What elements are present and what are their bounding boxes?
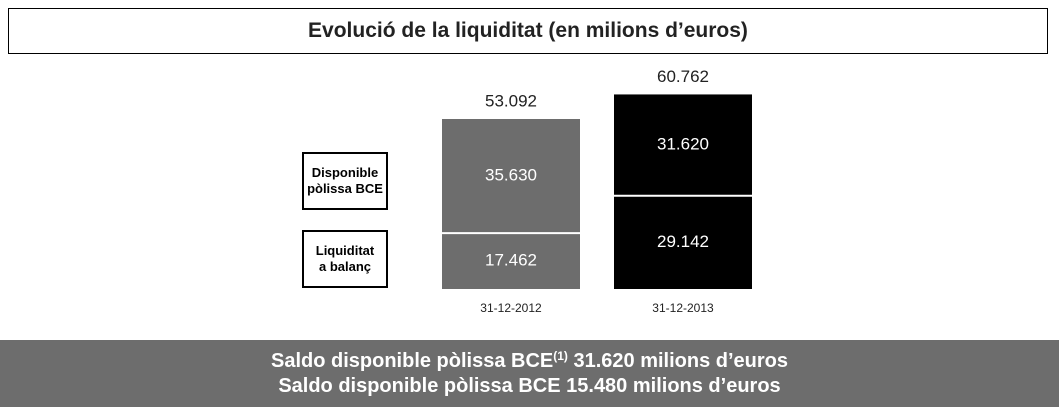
value-label: 29.142 (657, 232, 709, 251)
legend-label: Liquiditat a balanç (315, 243, 375, 274)
value-label: 31.620 (657, 135, 709, 154)
bar-segment (614, 195, 752, 289)
footer-text: Saldo disponible pòlissa BCE 15.480 mili… (278, 374, 781, 397)
footer-text: 31.620 milions d’euros (567, 349, 789, 372)
total-label: 53.092 (485, 91, 537, 110)
legend-box: Disponible pòlissa BCE (302, 152, 388, 210)
total-label: 60.762 (657, 67, 709, 86)
footer-line: Saldo disponible pòlissa BCE 15.480 mili… (0, 374, 1059, 399)
bar-segment (442, 233, 580, 289)
chart-title: Evolució de la liquiditat (en milions d’… (8, 8, 1048, 54)
footer-text: Saldo disponible pòlissa BCE (270, 349, 554, 372)
x-tick-label: 31-12-2013 (652, 301, 714, 315)
footnote-mark: (1) (553, 348, 568, 363)
footer: Saldo disponible pòlissa BCE(1) 31.620 m… (0, 340, 1059, 407)
bar-segment (614, 94, 752, 196)
value-label: 35.630 (485, 166, 537, 185)
footer-line: Saldo disponible pòlissa BCE(1) 31.620 m… (0, 349, 1059, 374)
legend-label: Disponible pòlissa BCE (307, 165, 383, 196)
value-label: 17.462 (485, 251, 537, 270)
bar-segment (442, 119, 580, 234)
legend-box: Liquiditat a balanç (302, 230, 388, 288)
x-tick-label: 31-12-2012 (480, 301, 542, 315)
chart: 17.462 35.630 53.092 31-12-2012 29.142 31.620… (442, 67, 752, 315)
